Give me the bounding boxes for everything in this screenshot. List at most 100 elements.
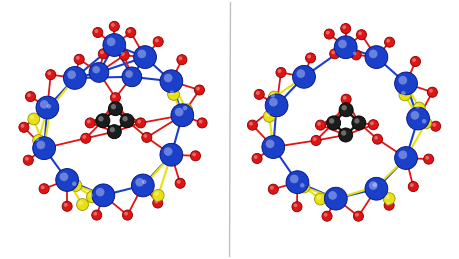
Circle shape [110,93,120,103]
Circle shape [131,174,154,197]
Circle shape [169,90,174,95]
Circle shape [176,180,180,184]
Circle shape [137,120,141,124]
Circle shape [21,124,24,128]
Circle shape [140,178,151,189]
Circle shape [76,199,88,211]
Circle shape [368,181,377,190]
Circle shape [86,191,98,203]
Circle shape [372,183,376,187]
Circle shape [167,89,179,100]
Circle shape [264,94,287,117]
Circle shape [64,203,67,207]
Circle shape [409,183,413,187]
Circle shape [410,111,418,120]
Circle shape [93,27,103,38]
Circle shape [109,21,119,31]
Circle shape [60,172,68,181]
Circle shape [428,89,432,93]
Circle shape [98,49,108,59]
Circle shape [431,123,435,127]
Circle shape [353,118,359,124]
Circle shape [141,132,151,142]
Circle shape [160,143,182,166]
Circle shape [27,93,31,97]
Circle shape [356,30,366,40]
Circle shape [45,102,56,114]
Circle shape [34,136,39,141]
Circle shape [409,56,420,67]
Circle shape [329,49,339,59]
Circle shape [121,52,124,56]
Circle shape [47,71,51,75]
Circle shape [106,38,115,46]
Circle shape [364,177,387,200]
Circle shape [252,153,262,163]
Circle shape [351,116,365,130]
Circle shape [352,52,356,55]
Circle shape [312,137,316,141]
Circle shape [269,186,273,190]
Circle shape [277,69,281,73]
Circle shape [78,201,83,205]
Circle shape [95,188,104,197]
Circle shape [163,74,172,82]
Circle shape [72,182,76,186]
Circle shape [19,122,29,132]
Circle shape [316,195,320,200]
Circle shape [30,115,34,120]
Circle shape [190,151,200,161]
Circle shape [74,54,84,64]
Circle shape [178,56,182,60]
Circle shape [25,157,29,161]
Circle shape [122,116,128,121]
Circle shape [341,25,346,29]
Circle shape [155,38,158,42]
Circle shape [163,147,172,156]
Circle shape [369,181,381,192]
Circle shape [39,184,49,194]
Circle shape [358,31,361,35]
Circle shape [398,89,410,101]
Circle shape [153,37,163,47]
Circle shape [297,181,309,193]
Circle shape [364,46,387,68]
Circle shape [314,193,326,205]
Circle shape [111,104,116,109]
Circle shape [127,29,131,33]
Circle shape [175,178,185,188]
Circle shape [92,66,100,74]
Circle shape [354,213,358,217]
Circle shape [293,203,297,207]
Circle shape [81,133,90,143]
Circle shape [143,134,147,138]
Circle shape [383,200,393,210]
Circle shape [28,113,39,125]
Circle shape [23,155,33,165]
Circle shape [98,116,103,121]
Circle shape [112,94,116,98]
Circle shape [411,58,415,62]
Circle shape [285,171,308,193]
Circle shape [305,53,315,63]
Circle shape [307,55,310,59]
Circle shape [414,104,419,109]
Circle shape [40,100,48,109]
Circle shape [426,87,437,97]
Circle shape [182,106,187,110]
Circle shape [330,51,335,54]
Circle shape [384,195,389,199]
Circle shape [95,114,110,128]
Circle shape [249,122,252,126]
Circle shape [70,179,82,191]
Circle shape [82,135,86,139]
Circle shape [397,76,406,84]
Circle shape [152,189,164,201]
Circle shape [135,178,144,186]
Circle shape [247,120,257,130]
Circle shape [269,98,277,106]
Circle shape [324,29,334,39]
Circle shape [425,156,428,160]
Circle shape [94,29,98,33]
Circle shape [265,140,274,148]
